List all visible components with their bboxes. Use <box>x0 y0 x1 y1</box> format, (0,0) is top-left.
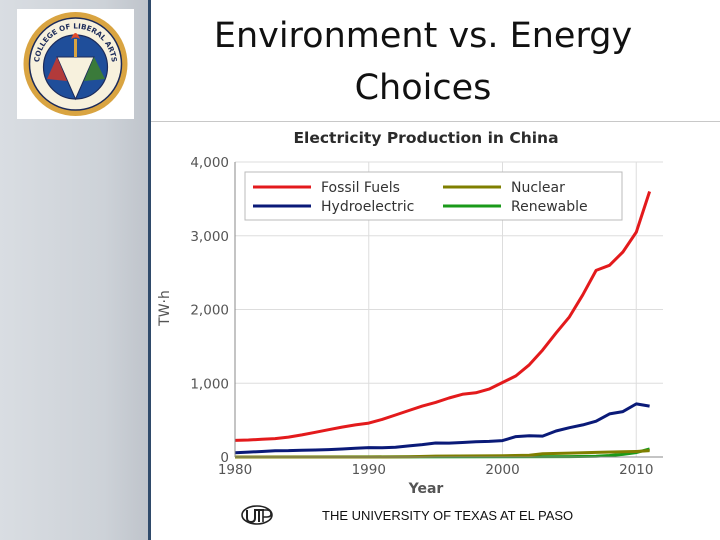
legend-label-hydro: Hydroelectric <box>321 199 414 215</box>
chart-legend: Fossil Fuels Hydroelectric Nuclear Renew… <box>244 171 623 221</box>
legend-box <box>244 171 623 221</box>
seal-torch <box>74 39 77 57</box>
y-tick-label: 2,000 <box>190 303 229 319</box>
x-tick-label: 2010 <box>619 462 653 478</box>
seal-emblem-left <box>47 57 67 81</box>
college-seal-icon: COLLEGE OF LIBERAL ARTS <box>23 12 128 116</box>
electricity-chart: Electricity Production in China 0 1,000 2,… <box>157 129 663 497</box>
slide-title-line-2: Choices <box>354 68 492 108</box>
series-line-fossil-fuels <box>234 191 652 442</box>
sidebar-divider <box>148 0 151 540</box>
chart-title: Electricity Production in China <box>293 129 558 147</box>
legend-label-nuclear: Nuclear <box>511 180 565 196</box>
utep-mark-icon <box>241 505 273 525</box>
chart-axes: 0 1,000 2,000 3,000 4,000 1980 1990 2000 2010 <box>190 155 663 478</box>
y-tick-label: 1,000 <box>190 376 229 392</box>
footer-university-name: THE UNIVERSITY OF TEXAS AT EL PASO <box>322 508 574 523</box>
slide-title: Environment vs. Energy Choices <box>180 10 666 114</box>
y-tick-label: 0 <box>220 450 229 466</box>
series-line-hydroelectric <box>234 402 650 455</box>
chart-container: Electricity Production in China 0 1,000 2,… <box>151 121 720 504</box>
seal-flame <box>71 33 80 39</box>
college-logo: COLLEGE OF LIBERAL ARTS <box>17 9 134 119</box>
legend-label-renewable: Renewable <box>511 199 588 215</box>
y-axis-label: TW·h <box>157 290 173 327</box>
utep-logo <box>240 503 274 532</box>
x-axis-label: Year <box>408 481 444 497</box>
y-tick-label: 4,000 <box>190 155 229 171</box>
slide-title-line-1: Environment vs. Energy <box>213 16 633 56</box>
x-tick-label: 2000 <box>485 462 519 478</box>
y-tick-label: 3,000 <box>190 229 229 245</box>
seal-emblem-right <box>84 57 105 81</box>
legend-label-fossil: Fossil Fuels <box>321 180 400 196</box>
x-tick-label: 1990 <box>352 462 386 478</box>
x-tick-label: 1980 <box>218 462 252 478</box>
